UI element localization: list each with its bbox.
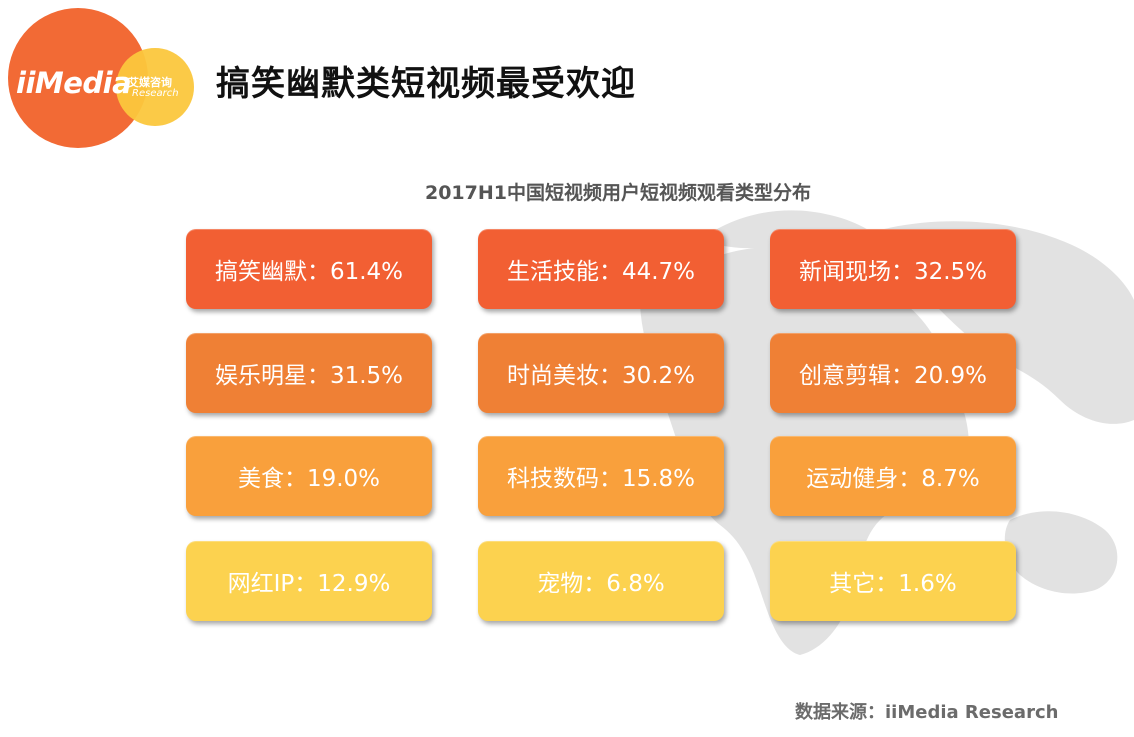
logo-english-text: Research bbox=[132, 88, 179, 99]
category-tile: 搞笑幽默：61.4% bbox=[186, 229, 432, 309]
category-tile: 创意剪辑：20.9% bbox=[770, 333, 1016, 413]
category-tile: 生活技能：44.7% bbox=[478, 229, 724, 309]
iimedia-logo: iiMedia 艾媒咨询 Research bbox=[8, 8, 194, 150]
category-tile: 新闻现场：32.5% bbox=[770, 229, 1016, 309]
category-tile: 运动健身：8.7% bbox=[770, 436, 1016, 516]
logo-chinese-text: 艾媒咨询 bbox=[128, 76, 172, 89]
category-tile: 时尚美妆：30.2% bbox=[478, 333, 724, 413]
page-title: 搞笑幽默类短视频最受欢迎 bbox=[216, 64, 636, 104]
logo-yellow-circle bbox=[116, 48, 194, 126]
category-tile: 科技数码：15.8% bbox=[478, 436, 724, 516]
category-tile: 娱乐明星：31.5% bbox=[186, 333, 432, 413]
data-source: 数据来源：iiMedia Research bbox=[795, 702, 1059, 723]
category-tile: 网红IP：12.9% bbox=[186, 541, 432, 621]
category-tile: 美食：19.0% bbox=[186, 436, 432, 516]
chart-title: 2017H1中国短视频用户短视频观看类型分布 bbox=[424, 182, 811, 204]
logo-wordmark: iiMedia bbox=[16, 66, 132, 100]
category-tile: 宠物：6.8% bbox=[478, 541, 724, 621]
category-tile: 其它：1.6% bbox=[770, 541, 1016, 621]
